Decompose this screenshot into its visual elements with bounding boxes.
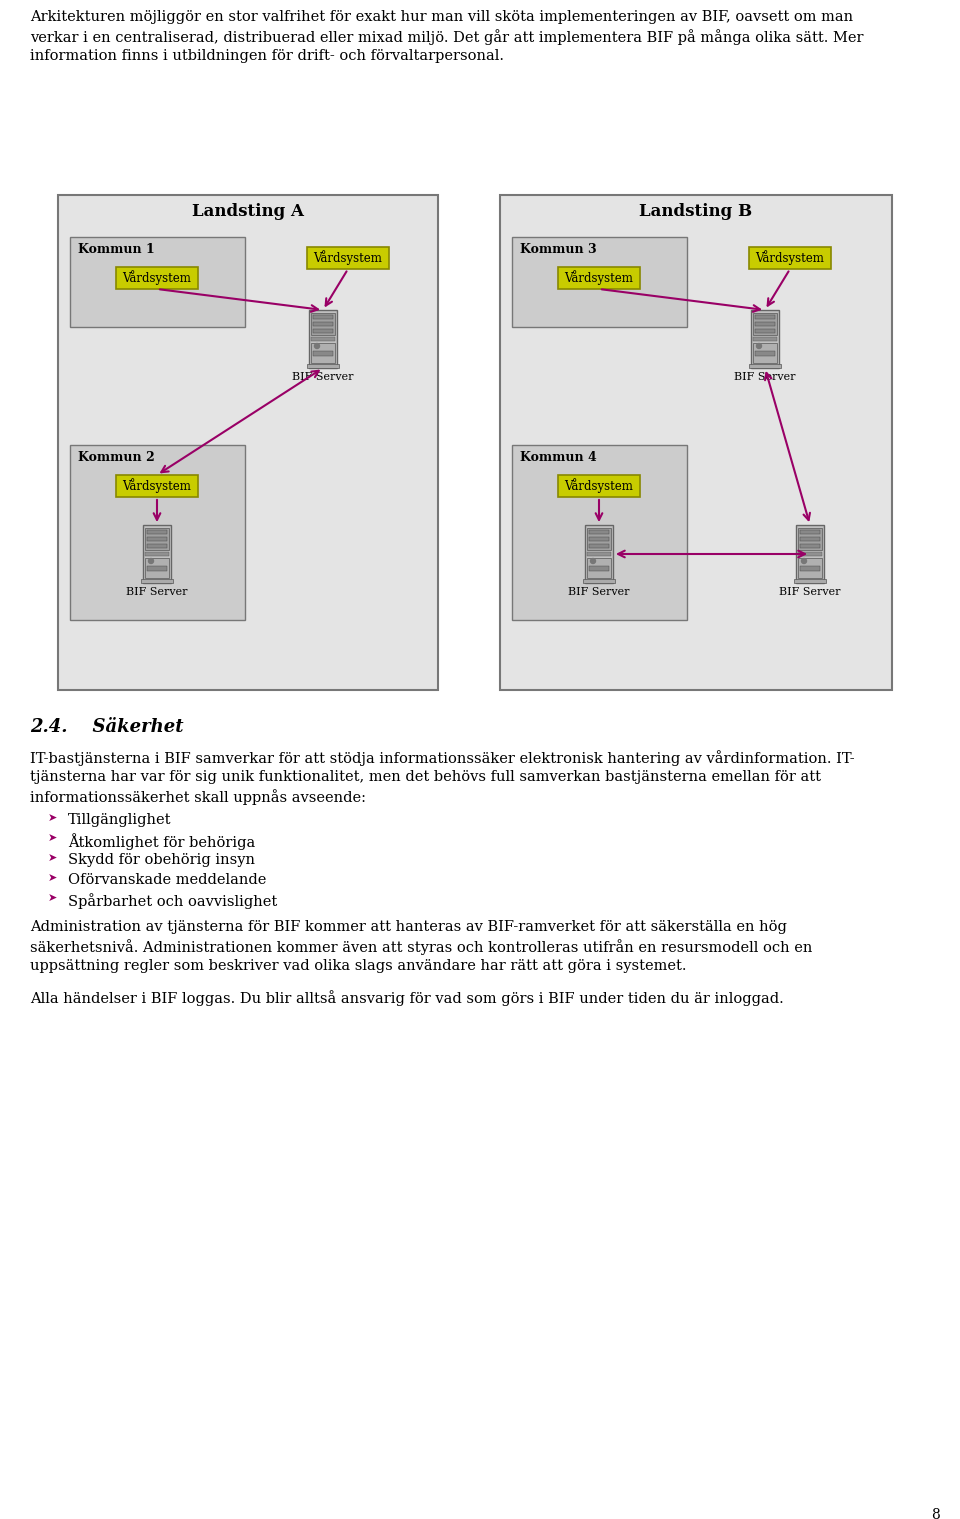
FancyBboxPatch shape [147,530,167,535]
FancyBboxPatch shape [749,365,781,368]
Text: ➤: ➤ [48,873,58,883]
Text: BIF Server: BIF Server [292,372,353,381]
Text: BIF Server: BIF Server [127,586,188,597]
FancyBboxPatch shape [800,544,820,548]
FancyBboxPatch shape [589,530,609,535]
FancyBboxPatch shape [70,445,245,620]
Text: Vårdsystem: Vårdsystem [564,478,634,494]
Text: Kommun 4: Kommun 4 [520,451,597,463]
Text: Vårdsystem: Vårdsystem [314,251,382,266]
FancyBboxPatch shape [558,267,640,289]
FancyBboxPatch shape [311,343,335,363]
Text: ➤: ➤ [48,893,58,902]
FancyBboxPatch shape [798,529,822,550]
FancyBboxPatch shape [583,579,615,583]
Text: IT-bastjänsterna i BIF samverkar för att stödja informationssäker elektronisk ha: IT-bastjänsterna i BIF samverkar för att… [30,750,854,805]
Circle shape [315,343,320,348]
FancyBboxPatch shape [753,337,777,340]
FancyBboxPatch shape [751,310,779,368]
FancyBboxPatch shape [141,579,173,583]
FancyBboxPatch shape [796,526,824,583]
Text: 8: 8 [931,1508,940,1519]
FancyBboxPatch shape [311,337,335,340]
FancyBboxPatch shape [147,544,167,548]
Text: Spårbarhet och oavvislighet: Spårbarhet och oavvislighet [68,893,277,908]
FancyBboxPatch shape [512,237,687,327]
FancyBboxPatch shape [313,322,333,327]
FancyBboxPatch shape [147,538,167,541]
Text: Alla händelser i BIF loggas. Du blir alltså ansvarig för vad som görs i BIF unde: Alla händelser i BIF loggas. Du blir all… [30,990,783,1006]
Text: Åtkomlighet för behöriga: Åtkomlighet för behöriga [68,832,255,849]
Text: Skydd för obehörig insyn: Skydd för obehörig insyn [68,854,255,867]
Text: Arkitekturen möjliggör en stor valfrihet för exakt hur man vill sköta implemente: Arkitekturen möjliggör en stor valfrihet… [30,11,863,64]
FancyBboxPatch shape [587,529,611,550]
FancyBboxPatch shape [116,267,198,289]
FancyBboxPatch shape [753,343,777,363]
FancyBboxPatch shape [587,551,611,556]
FancyBboxPatch shape [794,579,826,583]
Circle shape [756,343,761,348]
FancyBboxPatch shape [58,194,438,690]
FancyBboxPatch shape [755,322,775,327]
Text: Kommun 3: Kommun 3 [520,243,596,257]
FancyBboxPatch shape [798,551,822,556]
FancyBboxPatch shape [585,526,613,583]
Text: Vårdsystem: Vårdsystem [756,251,825,266]
FancyBboxPatch shape [753,313,777,336]
Text: BIF Server: BIF Server [734,372,796,381]
FancyBboxPatch shape [587,557,611,579]
FancyBboxPatch shape [313,314,333,319]
FancyBboxPatch shape [589,567,609,571]
Text: Landsting B: Landsting B [639,204,753,220]
FancyBboxPatch shape [147,567,167,571]
Text: Kommun 1: Kommun 1 [78,243,155,257]
FancyBboxPatch shape [800,538,820,541]
Text: ➤: ➤ [48,832,58,843]
FancyBboxPatch shape [70,237,245,327]
FancyBboxPatch shape [313,330,333,333]
Text: 2.4.    Säkerhet: 2.4. Säkerhet [30,718,183,737]
FancyBboxPatch shape [145,557,169,579]
Circle shape [802,559,806,564]
FancyBboxPatch shape [145,551,169,556]
FancyBboxPatch shape [145,529,169,550]
FancyBboxPatch shape [755,314,775,319]
FancyBboxPatch shape [313,351,333,355]
FancyBboxPatch shape [500,194,892,690]
Text: BIF Server: BIF Server [568,586,630,597]
Text: ➤: ➤ [48,813,58,823]
FancyBboxPatch shape [798,557,822,579]
Text: Administration av tjänsterna för BIF kommer att hanteras av BIF-ramverket för at: Administration av tjänsterna för BIF kom… [30,921,812,974]
FancyBboxPatch shape [558,475,640,497]
FancyBboxPatch shape [143,526,171,583]
Text: Tillgänglighet: Tillgänglighet [68,813,172,826]
FancyBboxPatch shape [307,248,389,269]
Text: ➤: ➤ [48,854,58,863]
FancyBboxPatch shape [589,538,609,541]
Text: Vårdsystem: Vårdsystem [564,270,634,286]
FancyBboxPatch shape [307,365,339,368]
FancyBboxPatch shape [755,330,775,333]
FancyBboxPatch shape [512,445,687,620]
FancyBboxPatch shape [116,475,198,497]
FancyBboxPatch shape [311,313,335,336]
Text: Landsting A: Landsting A [192,204,304,220]
Circle shape [590,559,595,564]
FancyBboxPatch shape [589,544,609,548]
Circle shape [149,559,154,564]
Text: Kommun 2: Kommun 2 [78,451,155,463]
FancyBboxPatch shape [755,351,775,355]
Text: Vårdsystem: Vårdsystem [123,478,191,494]
Text: BIF Server: BIF Server [780,586,841,597]
FancyBboxPatch shape [800,567,820,571]
Text: Vårdsystem: Vårdsystem [123,270,191,286]
Text: Oförvanskade meddelande: Oförvanskade meddelande [68,873,266,887]
FancyBboxPatch shape [309,310,337,368]
FancyBboxPatch shape [800,530,820,535]
FancyBboxPatch shape [749,248,831,269]
